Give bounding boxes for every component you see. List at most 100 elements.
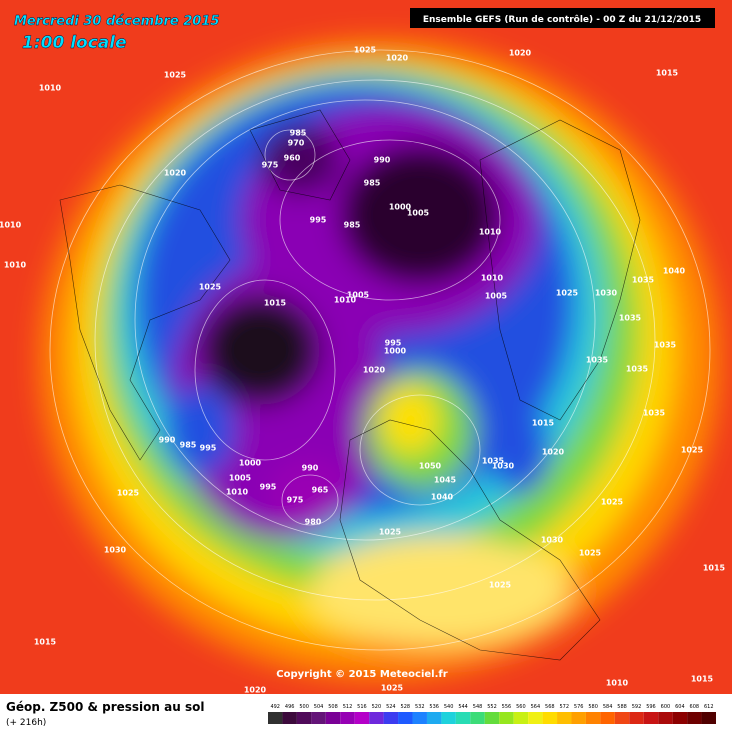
isobar-label: 1010: [4, 261, 27, 270]
colorbar-label: 528: [401, 704, 411, 710]
isobar-label: 1030: [104, 546, 127, 555]
lead-time: (+ 216h): [6, 718, 46, 728]
colorbar-label: 536: [429, 704, 439, 710]
colorbar-cell: [499, 712, 514, 724]
colorbar-cell: [643, 712, 659, 724]
date: Mercredi 30 décembre 2015: [14, 14, 219, 29]
colorbar-cell: [426, 712, 442, 724]
colorbar-cell: [383, 712, 399, 724]
isobar-label: 1050: [419, 462, 442, 471]
colorbar-label: 604: [675, 704, 685, 710]
isobar-label: 1015: [703, 564, 726, 573]
colorbar-label: 560: [516, 704, 526, 710]
colorbar-label: 592: [632, 704, 642, 710]
isobar-label: 1025: [579, 549, 602, 558]
colorbar-label: 552: [487, 704, 497, 710]
isobar-label: 990: [374, 156, 391, 165]
isobar-label: 1030: [492, 462, 515, 471]
colorbar-cell: [441, 712, 456, 724]
colorbar-label: 572: [559, 704, 569, 710]
isobar-label: 1035: [643, 409, 666, 418]
isobar-label: 1015: [691, 675, 714, 684]
isobar-label: 1015: [34, 638, 57, 647]
colorbar-label: 496: [285, 704, 295, 710]
colorbar-label: 584: [603, 704, 613, 710]
colorbar-cell: [325, 712, 341, 724]
colorbar-label: 580: [588, 704, 598, 710]
geopotential-field: 1025102010201015102510109859709609759909…: [0, 0, 732, 695]
footer-title: Géop. Z500 & pression au sol: [6, 700, 204, 714]
isobar-label: 1045: [434, 476, 457, 485]
colorbar-cell: [542, 712, 558, 724]
isobar-label: 1035: [632, 276, 655, 285]
isobar-label: 975: [287, 496, 304, 505]
isobar-label: 995: [310, 216, 327, 225]
isobar-label: 1035: [619, 314, 642, 323]
isobar-label: 1000: [239, 459, 262, 468]
isobar-label: 1010: [334, 296, 357, 305]
isobar-label: 985: [290, 129, 307, 138]
isobar-label: 1010: [481, 274, 504, 283]
colorbar-cell: [672, 712, 688, 724]
run-info: Ensemble GEFS (Run de contrôle) - 00 Z d…: [423, 14, 701, 25]
isobar-label: 1005: [229, 474, 252, 483]
colorbar-cell: [701, 712, 716, 724]
isobar-label: 1010: [226, 488, 249, 497]
colorbar-label: 608: [690, 704, 700, 710]
colorbar-cell: [687, 712, 702, 724]
colorbar-label: 548: [473, 704, 483, 710]
colorbar-cell: [340, 712, 355, 724]
isobar-label: 1025: [199, 283, 222, 292]
isobar-label: 1025: [489, 581, 512, 590]
isobar-label: 1025: [556, 289, 579, 298]
isobar-label: 1025: [681, 446, 704, 455]
isobar-label: 1010: [479, 228, 502, 237]
colorbar-cell: [412, 712, 427, 724]
isobar-label: 1010: [39, 84, 62, 93]
isobar-label: 1040: [663, 267, 686, 276]
colorbar-cell: [455, 712, 471, 724]
colorbar-cell: [484, 712, 500, 724]
colorbar-cell: [528, 712, 543, 724]
isobar-label: 1005: [347, 291, 370, 300]
colorbar-label: 512: [343, 704, 353, 710]
isobar-label: 1020: [509, 49, 532, 58]
colorbar-label: 596: [646, 704, 656, 710]
colorbar-label: 600: [661, 704, 671, 710]
isobar-label: 985: [364, 179, 381, 188]
colorbar-label: 500: [299, 704, 309, 710]
colorbar-cell: [614, 712, 630, 724]
isobar-label: 1025: [354, 46, 377, 55]
isobar-label: 1025: [601, 498, 624, 507]
colorbar-label: 544: [458, 704, 468, 710]
isobars: [49, 49, 711, 651]
isobar-label: 965: [312, 486, 329, 495]
colorbar-label: 492: [270, 704, 280, 710]
isobar-label: 1020: [386, 54, 409, 63]
isobar-label: 1040: [431, 493, 454, 502]
isobar-label: 1020: [244, 686, 267, 695]
isobar-label: 975: [262, 161, 279, 170]
colorbar-label: 588: [617, 704, 627, 710]
isobar-label: 995: [385, 339, 402, 348]
coastlines: [59, 109, 641, 661]
colorbar-cell: [658, 712, 673, 724]
colorbar-label: 576: [574, 704, 584, 710]
isobar-label: 970: [288, 139, 305, 148]
run-box: [410, 8, 715, 28]
isobar-label: 1020: [542, 448, 565, 457]
isobar-label: 1025: [117, 489, 140, 498]
isobar-label: 990: [159, 436, 176, 445]
isobar-label: 1015: [264, 299, 287, 308]
isobar-label: 1030: [595, 289, 618, 298]
isobar-label: 985: [180, 441, 197, 450]
colorbar-cell: [571, 712, 586, 724]
colorbar-cell: [557, 712, 572, 724]
isobar-label: 980: [305, 518, 322, 527]
isobar-label: 1030: [541, 536, 564, 545]
copyright: Copyright © 2015 Meteociel.fr: [276, 669, 447, 680]
colorbar-label: 524: [386, 704, 396, 710]
isobar-label: 960: [284, 154, 301, 163]
isobar-label: 1010: [606, 679, 629, 688]
